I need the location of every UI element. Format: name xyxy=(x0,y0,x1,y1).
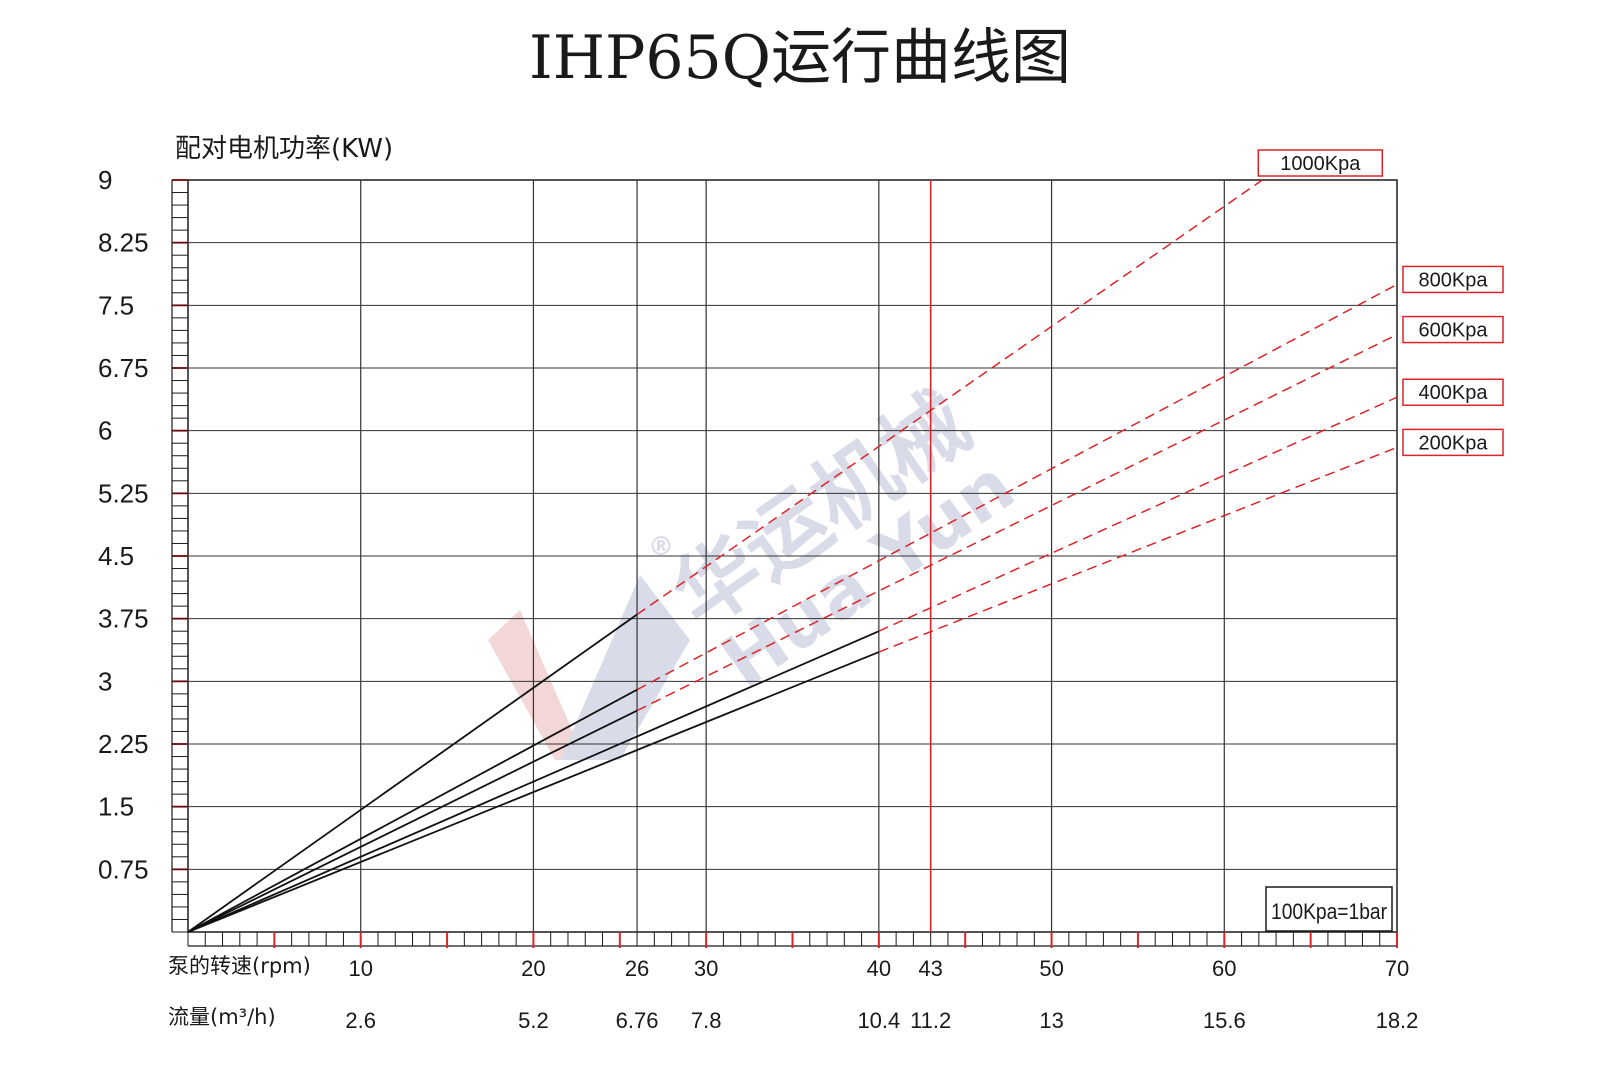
curve-dashed-400Kpa xyxy=(878,396,1398,632)
y-tick-label: 2.25 xyxy=(98,729,149,759)
grid-layer xyxy=(187,179,1398,933)
legend-box xyxy=(1402,428,1504,457)
legend-box xyxy=(1257,149,1384,177)
y-axis-title: 配对电机功率(KW) xyxy=(175,134,393,164)
legend-label: 1000Kpa xyxy=(1280,153,1361,175)
legend-label: 600Kpa xyxy=(1419,320,1489,342)
watermark-registered-mark: ® xyxy=(648,532,674,562)
y-tick-label: 3 xyxy=(98,666,112,696)
chart-title: IHP65Q运行曲线图 xyxy=(529,23,1071,93)
x-tick-label-rpm: 40 xyxy=(867,956,891,981)
x-tick-label-rpm: 60 xyxy=(1212,956,1236,981)
x-tick-label-rpm: 26 xyxy=(625,956,649,981)
y-tick-label: 0.75 xyxy=(98,854,149,884)
curve-solid-600Kpa xyxy=(187,709,638,933)
unit-note: 100Kpa=1bar xyxy=(1265,886,1393,932)
legend-box xyxy=(1402,378,1504,406)
x-tick-label-flow: 15.6 xyxy=(1203,1008,1246,1033)
x-tick-label-rpm: 43 xyxy=(918,956,942,981)
unit-note-box xyxy=(1265,886,1393,932)
x-tick-label-rpm: 70 xyxy=(1385,956,1409,981)
y-tick-label: 3.75 xyxy=(98,604,149,634)
legend-item-200Kpa: 200Kpa xyxy=(1402,428,1504,457)
legend-label: 200Kpa xyxy=(1419,432,1489,454)
legend-box xyxy=(1402,265,1504,294)
x-axis-title-flow: 流量(m³/h) xyxy=(168,1005,276,1029)
legend-item-800Kpa: 800Kpa xyxy=(1402,265,1504,294)
y-tick-label: 6.75 xyxy=(98,353,149,383)
watermark-logo-blue-icon xyxy=(560,575,690,760)
y-tick-label: 4.5 xyxy=(98,541,134,571)
x-tick-label-flow: 18.2 xyxy=(1376,1008,1419,1033)
curve-solid-200Kpa xyxy=(187,651,880,933)
unit-note-text: 100Kpa=1bar xyxy=(1271,899,1387,924)
curve-dashed-800Kpa xyxy=(636,283,1398,691)
curve-solid-1000Kpa xyxy=(187,613,638,933)
curve-dashed-600Kpa xyxy=(636,333,1398,712)
x-tick-label-flow: 13 xyxy=(1039,1008,1063,1033)
legend-item-1000Kpa: 1000Kpa xyxy=(1257,149,1384,177)
curve-solid-400Kpa xyxy=(187,630,880,933)
legend: 1000Kpa 800Kpa 600Kpa 400Kpa 200Kpa xyxy=(1257,149,1504,457)
x-tick-label-rpm: 20 xyxy=(521,956,545,981)
curve-dashed-200Kpa xyxy=(878,446,1398,653)
y-tick-label: 8.25 xyxy=(98,228,149,258)
x-axis-title-rpm: 泵的转速(rpm) xyxy=(168,954,311,978)
curve-layer xyxy=(187,179,1398,933)
x-tick-label-flow: 5.2 xyxy=(518,1008,549,1033)
x-tick-label-rpm: 10 xyxy=(348,956,372,981)
x-tick-label-rpm: 50 xyxy=(1039,956,1063,981)
axis-ruler xyxy=(171,179,1398,948)
x-tick-label-flow: 6.76 xyxy=(616,1008,659,1033)
y-tick-label: 6 xyxy=(98,416,112,446)
legend-box xyxy=(1402,315,1504,344)
y-tick-label: 5.25 xyxy=(98,478,149,508)
x-tick-label-flow: 7.8 xyxy=(691,1008,722,1033)
x-tick-label-flow: 2.6 xyxy=(345,1008,376,1033)
y-tick-label: 1.5 xyxy=(98,792,134,822)
legend-label: 800Kpa xyxy=(1419,269,1489,291)
x-tick-label-rpm: 30 xyxy=(694,956,718,981)
brand-watermark: ® 华运机械 Hua Yun xyxy=(488,373,1029,760)
legend-item-400Kpa: 400Kpa xyxy=(1402,378,1504,406)
legend-label: 400Kpa xyxy=(1419,382,1489,404)
x-tick-label-flow: 10.4 xyxy=(857,1008,900,1033)
tick-labels: 9 8.25 7.5 6.75 6 5.25 4.5 3.75 3 2.25 1.5 0.75 10 2.… xyxy=(98,165,1418,1033)
curve-solid-800Kpa xyxy=(187,688,638,933)
y-tick-label: 7.5 xyxy=(98,290,134,320)
x-tick-label-flow: 11.2 xyxy=(910,1008,951,1033)
y-tick-label: 9 xyxy=(98,165,112,195)
legend-item-600Kpa: 600Kpa xyxy=(1402,315,1504,344)
